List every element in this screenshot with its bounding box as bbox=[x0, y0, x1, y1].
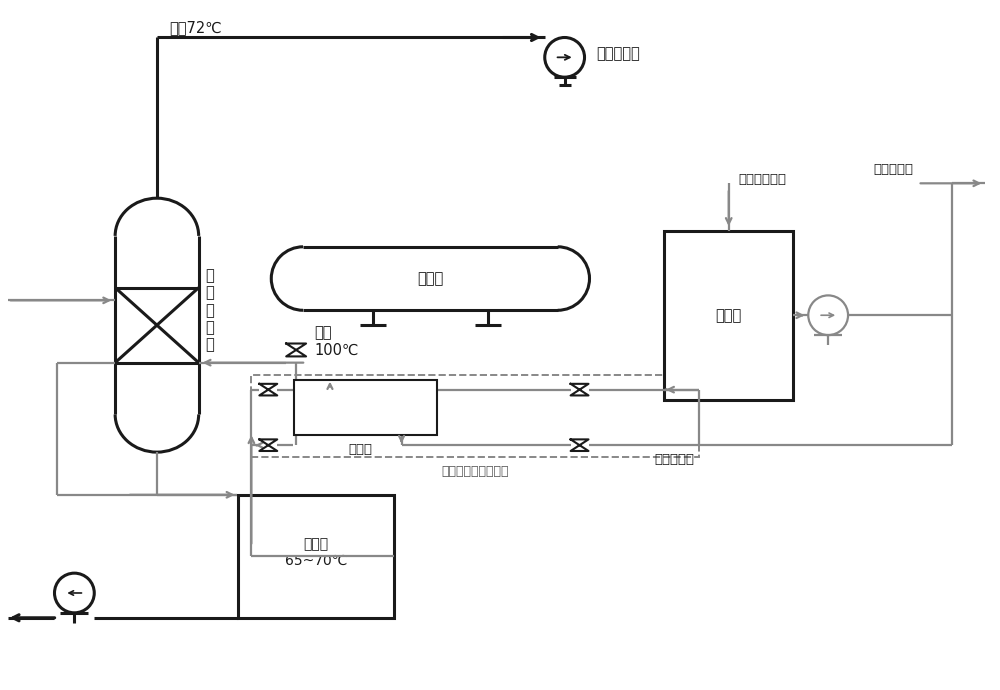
Bar bbox=[251, 375, 699, 457]
Text: 炉气洗涤水换热流程: 炉气洗涤水换热流程 bbox=[441, 465, 509, 478]
Text: 提温桶: 提温桶 bbox=[716, 308, 742, 323]
Text: 炉气引风机: 炉气引风机 bbox=[596, 46, 640, 61]
Text: 脱盐水回水: 脱盐水回水 bbox=[873, 164, 913, 177]
Text: 洗水桶
65~70℃: 洗水桶 65~70℃ bbox=[285, 538, 347, 567]
Text: 炉気72℃: 炉気72℃ bbox=[169, 21, 221, 35]
Text: 煽烧炉: 煽烧炉 bbox=[417, 271, 444, 286]
Text: 换热器: 换热器 bbox=[349, 443, 373, 456]
Text: 脱盐水上水: 脱盐水上水 bbox=[654, 453, 694, 466]
Text: 炉气
100℃: 炉气 100℃ bbox=[314, 325, 358, 357]
Bar bbox=[294, 380, 437, 435]
Text: 炉
气
洗
涤
塔: 炉 气 洗 涤 塔 bbox=[206, 268, 214, 353]
Text: 蕊汽直接加热: 蕊汽直接加热 bbox=[739, 172, 787, 186]
Bar bbox=[664, 231, 793, 400]
Bar bbox=[238, 495, 394, 618]
